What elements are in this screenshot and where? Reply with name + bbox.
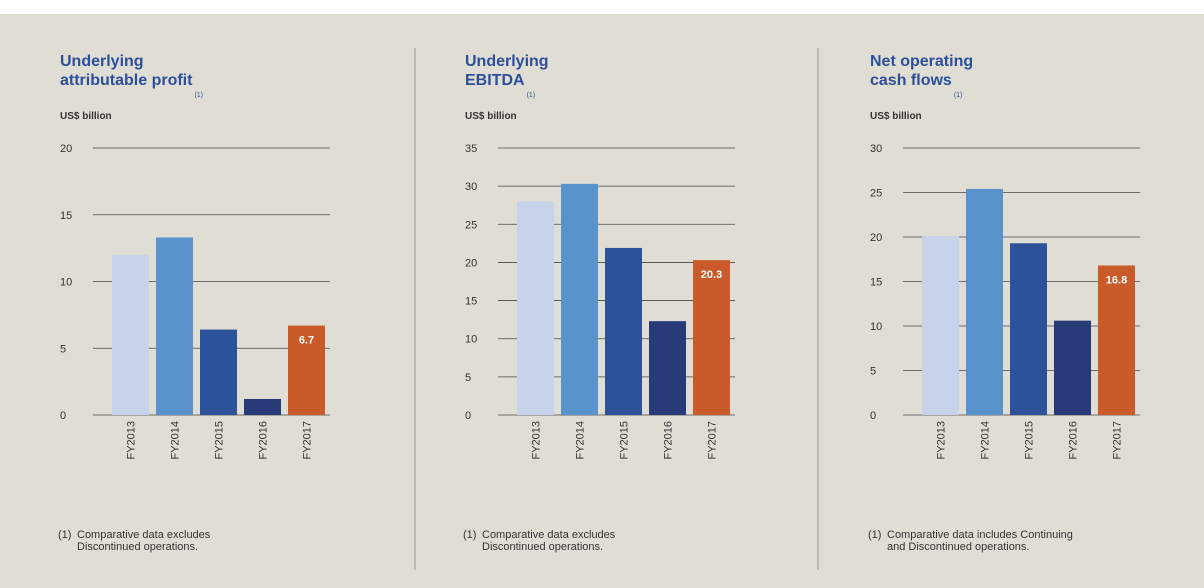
title-marker: (1)	[527, 92, 536, 99]
y-tick-label: 0	[870, 410, 876, 422]
bar	[156, 237, 193, 415]
y-tick-label: 20	[870, 232, 882, 244]
y-tick-label: 15	[60, 210, 72, 222]
bar	[112, 254, 149, 415]
bar	[244, 398, 281, 415]
bar	[649, 321, 686, 415]
bar	[605, 247, 642, 415]
title-marker: (1)	[954, 92, 963, 99]
y-tick-label: 20	[60, 143, 72, 155]
bar	[1010, 243, 1047, 415]
value-label: 6.7	[299, 335, 314, 347]
x-tick-label: FY2014	[170, 421, 182, 460]
chart-title: attributable profit	[60, 72, 193, 89]
bar	[517, 201, 554, 415]
chart-title: cash flows	[870, 72, 952, 89]
x-tick-label: FY2016	[663, 421, 675, 460]
chart-title: Underlying	[60, 53, 144, 70]
bar	[1054, 320, 1091, 415]
x-tick-label: FY2016	[1068, 421, 1080, 460]
chart-title: Underlying	[465, 53, 549, 70]
x-tick-label: FY2013	[126, 421, 138, 460]
y-tick-label: 5	[870, 366, 876, 378]
x-tick-label: FY2015	[619, 421, 631, 460]
y-tick-label: 5	[465, 372, 471, 384]
x-tick-label: FY2015	[214, 421, 226, 460]
x-tick-label: FY2017	[302, 421, 314, 460]
footnote-marker: (1)	[58, 529, 71, 541]
title-marker: (1)	[194, 92, 203, 99]
footnote-marker: (1)	[868, 529, 881, 541]
y-tick-label: 30	[465, 181, 477, 193]
y-tick-label: 10	[870, 321, 882, 333]
bar	[693, 260, 730, 415]
background	[0, 14, 1204, 588]
footnote-marker: (1)	[463, 529, 476, 541]
x-tick-label: FY2017	[1112, 421, 1124, 460]
y-unit: US$ billion	[60, 111, 112, 122]
footnote: Comparative data includes Continuing	[887, 529, 1073, 541]
y-tick-label: 30	[870, 143, 882, 155]
footnote: Discontinued operations.	[77, 541, 198, 553]
y-unit: US$ billion	[870, 111, 922, 122]
bar	[966, 188, 1003, 415]
footnote: and Discontinued operations.	[887, 541, 1029, 553]
bar	[922, 236, 959, 415]
x-tick-label: FY2017	[707, 421, 719, 460]
y-tick-label: 0	[465, 410, 471, 422]
x-tick-label: FY2014	[980, 421, 992, 460]
value-label: 20.3	[701, 269, 722, 281]
y-tick-label: 35	[465, 143, 477, 155]
y-tick-label: 25	[870, 188, 882, 200]
y-tick-label: 5	[60, 343, 66, 355]
y-tick-label: 20	[465, 257, 477, 269]
y-tick-label: 10	[60, 277, 72, 289]
y-tick-label: 0	[60, 410, 66, 422]
x-tick-label: FY2016	[258, 421, 270, 460]
footnote: Comparative data excludes	[482, 529, 616, 541]
bar	[561, 183, 598, 415]
footnote: Discontinued operations.	[482, 541, 603, 553]
x-tick-label: FY2015	[1024, 421, 1036, 460]
x-tick-label: FY2013	[936, 421, 948, 460]
y-tick-label: 15	[465, 296, 477, 308]
bar	[200, 329, 237, 415]
y-tick-label: 25	[465, 219, 477, 231]
chart-title: EBITDA	[465, 72, 525, 89]
y-tick-label: 10	[465, 334, 477, 346]
value-label: 16.8	[1106, 274, 1127, 286]
x-tick-label: FY2014	[575, 421, 587, 460]
y-tick-label: 15	[870, 277, 882, 289]
y-unit: US$ billion	[465, 111, 517, 122]
chart-title: Net operating	[870, 53, 973, 70]
x-tick-label: FY2013	[531, 421, 543, 460]
footnote: Comparative data excludes	[77, 529, 211, 541]
bar	[288, 325, 325, 415]
bar	[1098, 265, 1135, 415]
